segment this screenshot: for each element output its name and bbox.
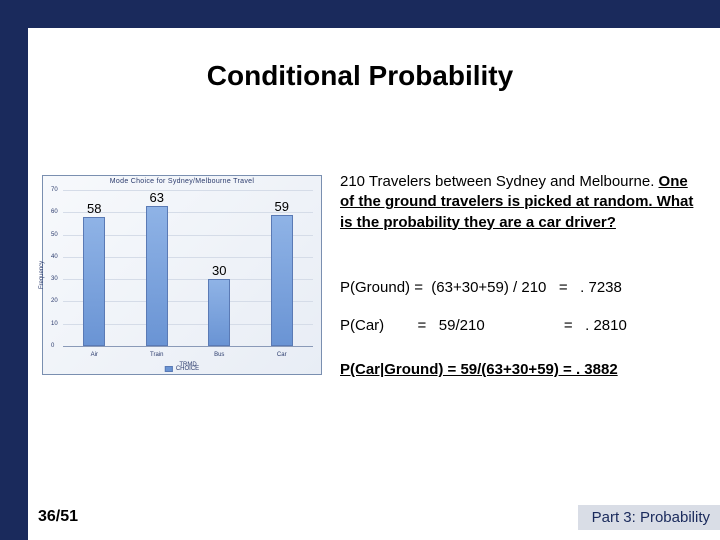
ytick: 10 <box>51 321 58 327</box>
ytick: 20 <box>51 298 58 304</box>
pcar-mid: = 59/210 = <box>418 316 586 336</box>
legend-text: CHOICE <box>176 366 199 372</box>
pcond-text: P(Car|Ground) = 59/(63+30+59) = . 3882 <box>340 361 618 378</box>
bar-air <box>83 217 105 346</box>
legend-swatch <box>165 366 173 372</box>
bar-bus <box>208 279 230 346</box>
ytick: 0 <box>51 343 54 349</box>
ytick: 60 <box>51 209 58 215</box>
p-car-line: P(Car) = 59/210 = . 2810 <box>340 316 695 336</box>
xtick: Car <box>277 352 287 358</box>
xtick: Bus <box>214 352 224 358</box>
bar-value-label: 59 <box>275 199 289 214</box>
page-number: 36/51 <box>38 508 78 526</box>
x-axis <box>63 346 313 347</box>
chart-ylabel: Frequency <box>39 261 45 289</box>
pcar-lhs: P(Car) <box>340 316 418 336</box>
top-navy-bar <box>0 0 720 28</box>
section-label: Part 3: Probability <box>578 505 720 530</box>
ytick: 30 <box>51 276 58 282</box>
chart-legend: CHOICE <box>165 366 199 372</box>
ytick: 50 <box>51 232 58 238</box>
bar-value-label: 58 <box>87 201 101 216</box>
bar-value-label: 30 <box>212 263 226 278</box>
question-line1: 210 Travelers between Sydney and Melbour… <box>340 173 659 190</box>
bar-car <box>271 215 293 346</box>
bar-value-label: 63 <box>150 190 164 205</box>
ytick: 70 <box>51 187 58 193</box>
xtick: Train <box>150 352 163 358</box>
chart-title: Mode Choice for Sydney/Melbourne Travel <box>43 178 321 185</box>
p-conditional-line: P(Car|Ground) = 59/(63+30+59) = . 3882 <box>340 360 695 380</box>
xtick: Air <box>91 352 98 358</box>
pcar-rhs: . 2810 <box>585 316 627 336</box>
ytick: 40 <box>51 254 58 260</box>
pground-rhs: . 7238 <box>580 278 622 298</box>
slide-title: Conditional Probability <box>0 60 720 92</box>
gridline <box>63 190 313 191</box>
p-ground-line: P(Ground) = (63+30+59) / 210 = . 7238 <box>340 278 695 298</box>
bar-train <box>146 206 168 346</box>
question-text: 210 Travelers between Sydney and Melbour… <box>340 172 695 233</box>
pground-lhs: P(Ground) <box>340 278 414 298</box>
pground-mid: = (63+30+59) / 210 = <box>414 278 580 298</box>
